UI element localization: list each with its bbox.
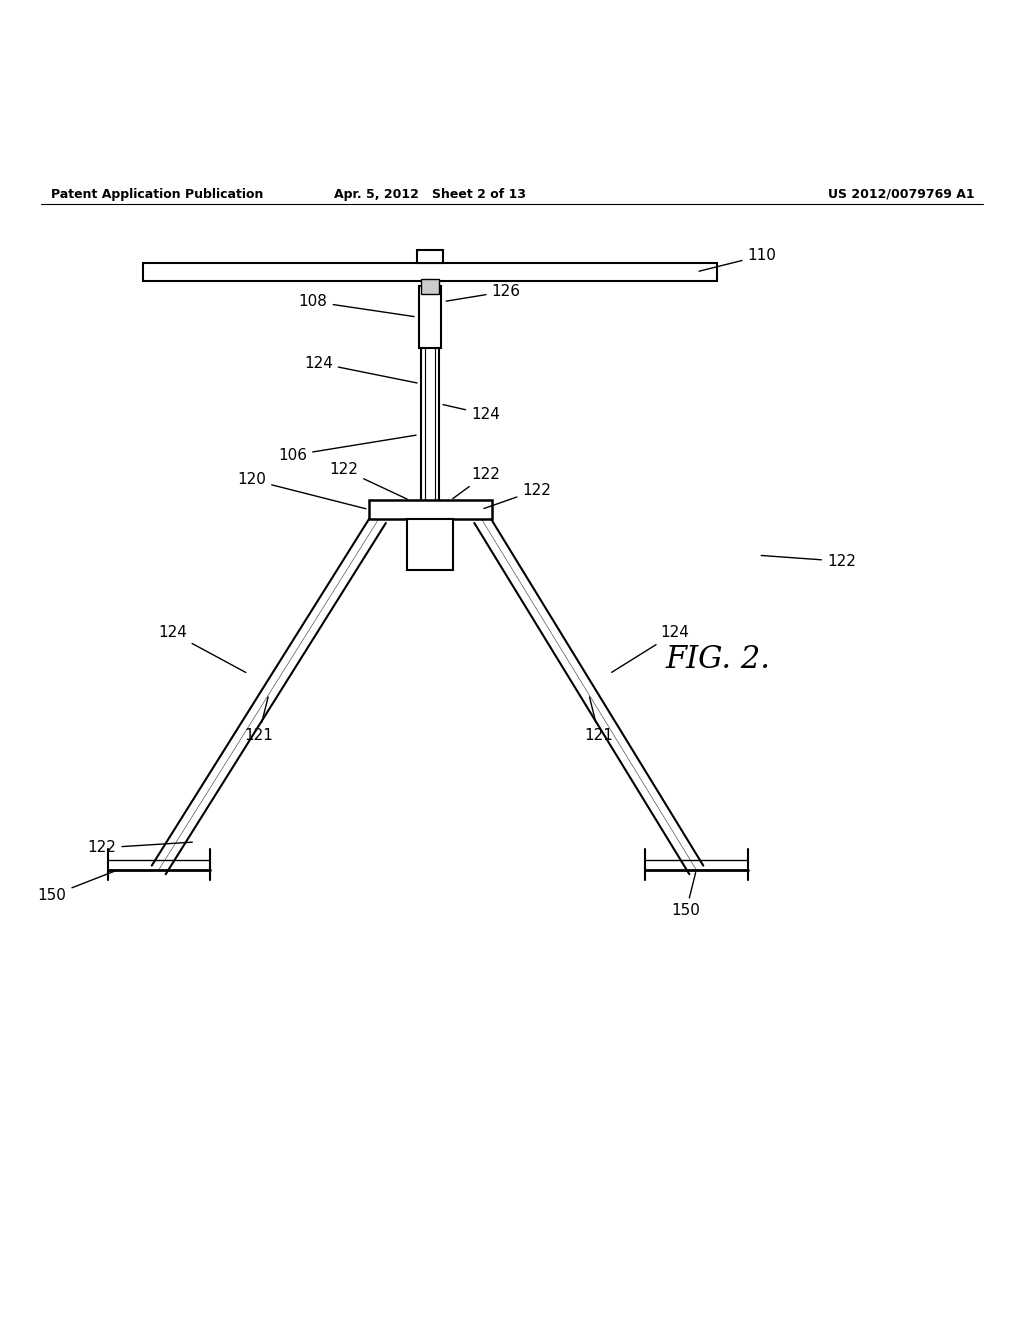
Text: 106: 106 xyxy=(279,436,416,463)
Bar xyxy=(369,500,492,519)
Text: 124: 124 xyxy=(304,355,417,383)
Bar xyxy=(407,519,453,570)
Bar xyxy=(418,251,442,263)
Text: 122: 122 xyxy=(453,467,500,499)
Text: 124: 124 xyxy=(443,405,500,422)
Text: FIG. 2.: FIG. 2. xyxy=(666,644,771,676)
Text: Apr. 5, 2012   Sheet 2 of 13: Apr. 5, 2012 Sheet 2 of 13 xyxy=(334,187,526,201)
Text: US 2012/0079769 A1: US 2012/0079769 A1 xyxy=(827,187,975,201)
Text: 122: 122 xyxy=(330,462,408,499)
Bar xyxy=(421,279,439,294)
Text: 124: 124 xyxy=(158,626,246,672)
Text: 122: 122 xyxy=(484,483,551,508)
Text: 150: 150 xyxy=(38,871,115,903)
Text: Patent Application Publication: Patent Application Publication xyxy=(51,187,263,201)
Text: 121: 121 xyxy=(585,697,613,743)
Text: 121: 121 xyxy=(244,697,273,743)
Text: 120: 120 xyxy=(238,473,366,508)
Bar xyxy=(419,286,441,347)
Text: 122: 122 xyxy=(88,841,193,855)
Text: 122: 122 xyxy=(761,553,856,569)
Text: 124: 124 xyxy=(611,626,689,672)
Text: 150: 150 xyxy=(672,873,700,919)
Text: 110: 110 xyxy=(699,248,776,271)
Text: 126: 126 xyxy=(446,284,520,301)
Bar xyxy=(143,263,717,281)
Text: 108: 108 xyxy=(299,294,414,317)
